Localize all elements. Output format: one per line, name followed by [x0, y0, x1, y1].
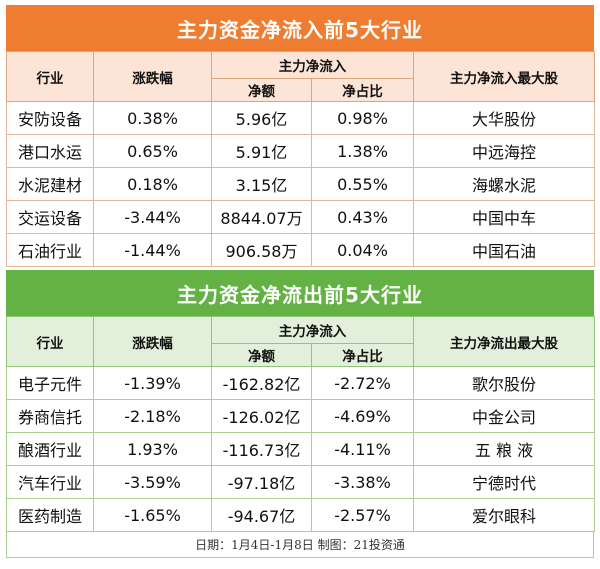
header-top-stock: 主力净流入最大股	[413, 51, 595, 102]
outflow-section: 主力资金净流出前5大行业 行业 涨跌幅 主力净流入 主力净流出最大股 净额 净占…	[6, 270, 595, 532]
table-row: 安防设备 0.38% 5.96亿 0.98% 大华股份	[6, 101, 595, 135]
header-industry: 行业	[6, 316, 94, 367]
stock-cell: 中金公司	[413, 399, 595, 433]
table-row: 券商信托 -2.18% -126.02亿 -4.69% 中金公司	[6, 399, 595, 433]
inflow-title: 主力资金净流入前5大行业	[6, 5, 594, 51]
ratio-cell: -3.38%	[311, 465, 414, 499]
ratio-cell: -4.11%	[311, 432, 414, 466]
change-cell: -1.65%	[93, 498, 212, 532]
table-row: 汽车行业 -3.59% -97.18亿 -3.38% 宁德时代	[6, 465, 595, 499]
ratio-cell: 0.98%	[311, 101, 414, 135]
header-change: 涨跌幅	[93, 316, 212, 367]
header-main-flow: 主力净流入	[211, 316, 414, 344]
change-cell: -2.18%	[93, 399, 212, 433]
change-cell: -1.44%	[93, 233, 212, 267]
amount-cell: -97.18亿	[211, 465, 312, 499]
amount-cell: 5.96亿	[211, 101, 312, 135]
amount-cell: -162.82亿	[211, 366, 312, 400]
stock-cell: 中国中车	[413, 200, 595, 234]
industry-cell: 石油行业	[6, 233, 94, 267]
inflow-table: 行业 涨跌幅 主力净流入 主力净流入最大股 净额 净占比 安防设备 0.38% …	[6, 51, 595, 267]
stock-cell: 爱尔眼科	[413, 498, 595, 532]
industry-cell: 电子元件	[6, 366, 94, 400]
change-cell: -1.39%	[93, 366, 212, 400]
header-main-flow: 主力净流入	[211, 51, 414, 79]
stock-cell: 海螺水泥	[413, 167, 595, 201]
amount-cell: 5.91亿	[211, 134, 312, 168]
ratio-cell: 1.38%	[311, 134, 414, 168]
inflow-section: 主力资金净流入前5大行业 行业 涨跌幅 主力净流入 主力净流入最大股 净额 净占…	[6, 5, 595, 267]
industry-cell: 医药制造	[6, 498, 94, 532]
header-top-stock: 主力净流出最大股	[413, 316, 595, 367]
table-row: 电子元件 -1.39% -162.82亿 -2.72% 歌尔股份	[6, 366, 595, 400]
ratio-cell: -4.69%	[311, 399, 414, 433]
table-row: 医药制造 -1.65% -94.67亿 -2.57% 爱尔眼科	[6, 498, 595, 532]
industry-cell: 水泥建材	[6, 167, 94, 201]
change-cell: 0.65%	[93, 134, 212, 168]
amount-cell: -126.02亿	[211, 399, 312, 433]
ratio-cell: -2.72%	[311, 366, 414, 400]
industry-cell: 港口水运	[6, 134, 94, 168]
ratio-cell: 0.43%	[311, 200, 414, 234]
ratio-cell: 0.55%	[311, 167, 414, 201]
outflow-table: 行业 涨跌幅 主力净流入 主力净流出最大股 净额 净占比 电子元件 -1.39%…	[6, 316, 595, 532]
amount-cell: -94.67亿	[211, 498, 312, 532]
amount-cell: 3.15亿	[211, 167, 312, 201]
table-row: 港口水运 0.65% 5.91亿 1.38% 中远海控	[6, 134, 595, 168]
change-cell: -3.44%	[93, 200, 212, 234]
footer-caption: 日期：1月4日-1月8日 制图：21投资通	[6, 532, 594, 558]
stock-cell: 五 粮 液	[413, 432, 595, 466]
ratio-cell: -2.57%	[311, 498, 414, 532]
ratio-cell: 0.04%	[311, 233, 414, 267]
header-change: 涨跌幅	[93, 51, 212, 102]
industry-cell: 酿酒行业	[6, 432, 94, 466]
industry-cell: 汽车行业	[6, 465, 94, 499]
stock-cell: 中远海控	[413, 134, 595, 168]
header-industry: 行业	[6, 51, 94, 102]
change-cell: 0.38%	[93, 101, 212, 135]
industry-cell: 安防设备	[6, 101, 94, 135]
industry-cell: 券商信托	[6, 399, 94, 433]
table-row: 酿酒行业 1.93% -116.73亿 -4.11% 五 粮 液	[6, 432, 595, 466]
table-row: 交运设备 -3.44% 8844.07万 0.43% 中国中车	[6, 200, 595, 234]
stock-cell: 大华股份	[413, 101, 595, 135]
change-cell: -3.59%	[93, 465, 212, 499]
header-net-amount: 净额	[211, 78, 312, 102]
amount-cell: -116.73亿	[211, 432, 312, 466]
stock-cell: 歌尔股份	[413, 366, 595, 400]
industry-cell: 交运设备	[6, 200, 94, 234]
header-net-ratio: 净占比	[311, 78, 414, 102]
table-row: 石油行业 -1.44% 906.58万 0.04% 中国石油	[6, 233, 595, 267]
change-cell: 1.93%	[93, 432, 212, 466]
header-net-ratio: 净占比	[311, 343, 414, 367]
amount-cell: 8844.07万	[211, 200, 312, 234]
change-cell: 0.18%	[93, 167, 212, 201]
header-net-amount: 净额	[211, 343, 312, 367]
stock-cell: 宁德时代	[413, 465, 595, 499]
table-row: 水泥建材 0.18% 3.15亿 0.55% 海螺水泥	[6, 167, 595, 201]
stock-cell: 中国石油	[413, 233, 595, 267]
amount-cell: 906.58万	[211, 233, 312, 267]
outflow-title: 主力资金净流出前5大行业	[6, 270, 594, 316]
